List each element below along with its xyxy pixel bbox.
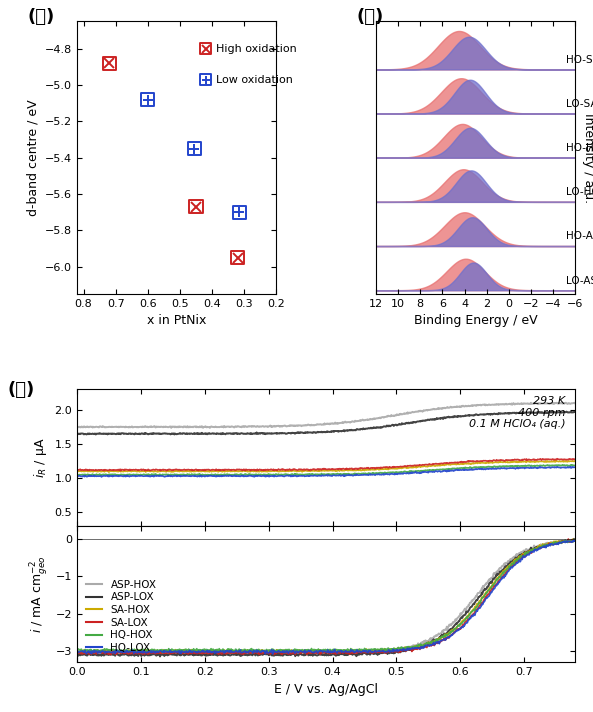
SA-LOX: [565, 535, 572, 543]
Text: LO-ASP: LO-ASP: [566, 276, 593, 286]
ASP-HOX: [144, 651, 151, 659]
Line: HQ-LOX: HQ-LOX: [77, 540, 575, 654]
HQ-LOX: [570, 536, 577, 545]
Line: ASP-HOX: ASP-HOX: [77, 540, 575, 655]
SA-HOX: [280, 649, 287, 657]
ASP-LOX: [157, 652, 164, 661]
Line: ASP-LOX: ASP-LOX: [77, 539, 575, 656]
Text: HO-HQ: HO-HQ: [566, 143, 593, 153]
SA-HOX: [104, 646, 111, 654]
ASP-HOX: [104, 649, 111, 657]
ASP-LOX: [452, 620, 459, 629]
Point: [235, 206, 244, 218]
SA-LOX: [377, 648, 384, 656]
Text: High oxidation: High oxidation: [209, 43, 296, 53]
Point: [233, 252, 243, 263]
Y-axis label: $i_{R}$ / μA: $i_{R}$ / μA: [32, 437, 49, 478]
HQ-HOX: [571, 536, 578, 545]
HQ-HOX: [364, 646, 371, 654]
ASP-HOX: [503, 559, 510, 567]
HQ-HOX: [159, 649, 166, 657]
Line: HQ-HOX: HQ-HOX: [77, 540, 575, 653]
HQ-HOX: [503, 565, 510, 574]
HQ-LOX: [269, 650, 276, 659]
SA-LOX: [503, 567, 510, 575]
ASP-LOX: [572, 536, 579, 545]
SA-LOX: [74, 649, 81, 657]
Point: [190, 143, 199, 155]
Point: [201, 43, 211, 54]
SA-HOX: [503, 565, 510, 573]
Text: (ㄷ): (ㄷ): [7, 382, 34, 399]
ASP-LOX: [74, 649, 81, 657]
Point: [104, 58, 114, 69]
SA-LOX: [364, 648, 371, 656]
HQ-LOX: [452, 627, 459, 636]
Y-axis label: Intensity / a.u.: Intensity / a.u.: [582, 112, 593, 203]
SA-LOX: [104, 649, 111, 657]
SA-HOX: [377, 646, 384, 655]
ASP-HOX: [74, 649, 81, 657]
ASP-HOX: [565, 535, 572, 544]
Text: LO-SA: LO-SA: [566, 99, 593, 109]
HQ-HOX: [391, 645, 398, 654]
ASP-HOX: [452, 615, 459, 624]
X-axis label: x in PtNix: x in PtNix: [147, 315, 206, 328]
Legend: ASP-HOX, ASP-LOX, SA-HOX, SA-LOX, HQ-HOX, HQ-LOX: ASP-HOX, ASP-LOX, SA-HOX, SA-LOX, HQ-HOX…: [82, 575, 161, 657]
ASP-LOX: [503, 562, 510, 570]
Point: [201, 74, 211, 85]
SA-HOX: [391, 644, 398, 653]
SA-LOX: [391, 648, 398, 656]
HQ-HOX: [572, 537, 579, 545]
ASP-LOX: [391, 649, 398, 657]
Line: SA-HOX: SA-HOX: [77, 539, 575, 653]
SA-LOX: [572, 536, 579, 545]
SA-LOX: [452, 627, 459, 635]
HQ-LOX: [572, 537, 579, 545]
Text: (ㄴ): (ㄴ): [356, 8, 383, 26]
X-axis label: Binding Energy / eV: Binding Energy / eV: [414, 315, 537, 328]
ASP-HOX: [572, 536, 579, 545]
Text: 293 K
400 rpm
0.1 M HClO₄ (aq.): 293 K 400 rpm 0.1 M HClO₄ (aq.): [468, 397, 565, 429]
HQ-LOX: [74, 648, 81, 656]
HQ-LOX: [104, 647, 111, 656]
Text: HO-SA: HO-SA: [566, 55, 593, 65]
HQ-LOX: [503, 570, 510, 578]
ASP-HOX: [377, 647, 384, 656]
HQ-HOX: [377, 645, 384, 654]
Y-axis label: $i$ / mA cm$^{-2}_{geo}$: $i$ / mA cm$^{-2}_{geo}$: [28, 555, 50, 633]
Text: LO-HQ: LO-HQ: [566, 187, 593, 197]
ASP-HOX: [391, 646, 398, 655]
Line: SA-LOX: SA-LOX: [77, 539, 575, 655]
Text: Low oxidation: Low oxidation: [209, 75, 293, 85]
HQ-LOX: [377, 646, 384, 655]
SA-HOX: [569, 535, 576, 543]
Point: [143, 94, 152, 105]
HQ-HOX: [104, 645, 111, 654]
SA-HOX: [452, 624, 459, 633]
X-axis label: E / V vs. Ag/AgCl: E / V vs. Ag/AgCl: [274, 683, 378, 696]
HQ-HOX: [74, 646, 81, 655]
ASP-LOX: [570, 535, 578, 543]
SA-HOX: [572, 535, 579, 544]
Text: HO-ASP: HO-ASP: [566, 231, 593, 241]
HQ-LOX: [364, 647, 371, 656]
ASP-HOX: [364, 648, 371, 656]
SA-LOX: [107, 651, 114, 659]
HQ-HOX: [452, 624, 459, 633]
SA-HOX: [74, 646, 81, 655]
ASP-LOX: [364, 650, 371, 659]
ASP-LOX: [104, 650, 111, 659]
ASP-LOX: [377, 649, 384, 657]
Y-axis label: d-band centre / eV: d-band centre / eV: [27, 100, 39, 216]
SA-HOX: [364, 646, 371, 654]
HQ-LOX: [391, 646, 398, 655]
Text: (ㄱ): (ㄱ): [27, 8, 55, 26]
Point: [192, 201, 201, 212]
